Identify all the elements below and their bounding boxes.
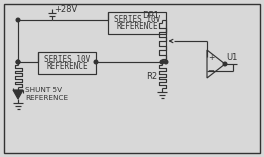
- Text: REFERENCE: REFERENCE: [116, 22, 158, 31]
- Polygon shape: [207, 50, 225, 78]
- Circle shape: [94, 60, 98, 64]
- Bar: [108, 12, 166, 34]
- Text: DP1: DP1: [142, 11, 159, 19]
- Text: U1: U1: [226, 54, 237, 62]
- Circle shape: [16, 60, 20, 64]
- Text: −: −: [208, 67, 214, 76]
- Text: SERIES 10V: SERIES 10V: [114, 15, 160, 24]
- Text: SERIES 10V: SERIES 10V: [44, 55, 90, 64]
- Circle shape: [223, 62, 227, 66]
- Circle shape: [160, 60, 164, 64]
- Circle shape: [164, 60, 168, 64]
- Text: +28V: +28V: [54, 5, 77, 14]
- Text: R2: R2: [146, 72, 157, 81]
- Polygon shape: [13, 90, 23, 99]
- Circle shape: [16, 60, 20, 64]
- Bar: [38, 52, 96, 74]
- Text: +: +: [208, 52, 214, 62]
- Text: SHUNT 5V
REFERENCE: SHUNT 5V REFERENCE: [25, 87, 68, 100]
- Text: REFERENCE: REFERENCE: [46, 62, 88, 71]
- Circle shape: [16, 18, 20, 22]
